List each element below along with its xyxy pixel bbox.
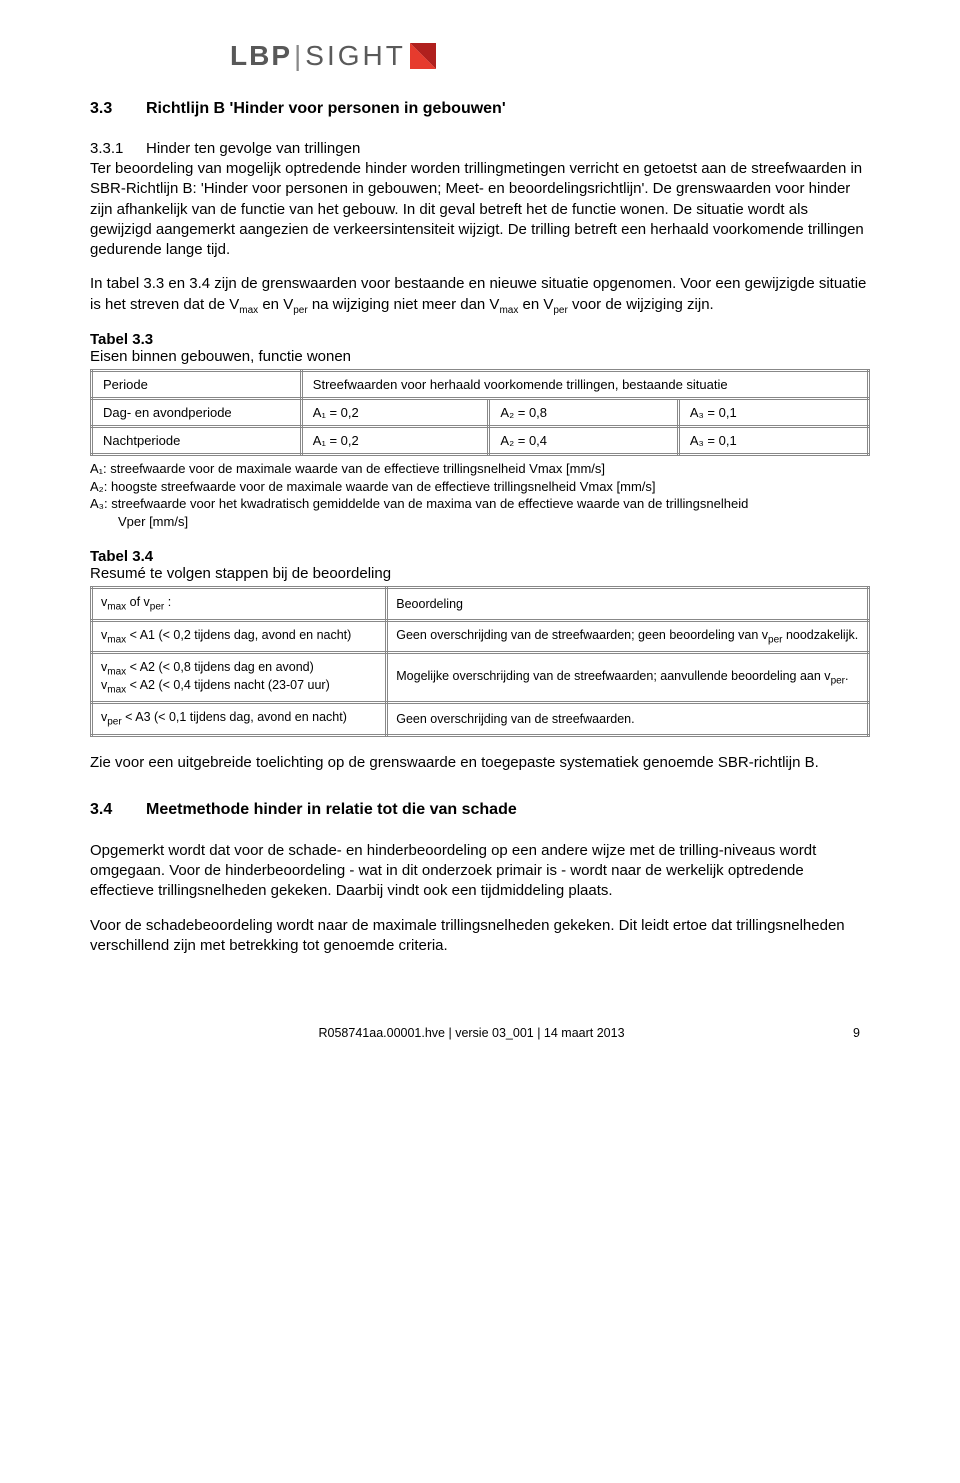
cell-text: Geen overschrijding van de streefwaarden…	[396, 712, 634, 726]
footnote-a1: A₁: streefwaarde voor de maximale waarde…	[90, 460, 870, 478]
subsection-title: Hinder ten gevolge van trillingen	[146, 140, 360, 157]
paragraph-2: In tabel 3.3 en 3.4 zijn de grenswaarden…	[90, 274, 870, 317]
table-3-3-caption: Eisen binnen gebouwen, functie wonen	[90, 348, 870, 365]
table-3-3-footnotes: A₁: streefwaarde voor de maximale waarde…	[90, 460, 870, 530]
table-cell: A₃ = 0,1	[678, 427, 868, 455]
logo-text-sight: SIGHT	[305, 40, 406, 72]
subsection-number: 3.3.1	[90, 140, 146, 157]
table-cell: Geen overschrijding van de streefwaarden…	[387, 620, 869, 653]
table-row: Nachtperiode A₁ = 0,2 A₂ = 0,4 A₃ = 0,1	[92, 427, 869, 455]
section-heading-3-4: 3.4 Meetmethode hinder in relatie tot di…	[90, 801, 870, 819]
table-row: vmax of vper : Beoordeling	[92, 588, 869, 621]
section-number: 3.4	[90, 801, 146, 819]
logo-separator: |	[294, 40, 301, 72]
footnote-a3: A₃: streefwaarde voor het kwadratisch ge…	[90, 495, 870, 513]
table-cell: Nachtperiode	[92, 427, 302, 455]
section-title: Richtlijn B 'Hinder voor personen in geb…	[146, 100, 506, 118]
table-header-period: Periode	[92, 371, 302, 399]
cell-text: < A2 (< 0,8 tijdens dag en avond)	[126, 660, 314, 674]
table-cell: vmax < A1 (< 0,2 tijdens dag, avond en n…	[92, 620, 387, 653]
table-3-4-caption: Resumé te volgen stappen bij de beoordel…	[90, 565, 870, 582]
page-number: 9	[853, 1026, 860, 1040]
sub-per: per	[107, 717, 121, 728]
table-header-left: vmax of vper :	[92, 588, 387, 621]
sub-max: max	[239, 305, 258, 316]
sub-per: per	[553, 305, 567, 316]
table-cell: A₁ = 0,2	[301, 399, 489, 427]
sub-max: max	[107, 634, 126, 645]
sub-per: per	[831, 675, 845, 686]
section-title: Meetmethode hinder in relatie tot die va…	[146, 801, 517, 819]
table-cell: vper < A3 (< 0,1 tijdens dag, avond en n…	[92, 703, 387, 736]
table-cell: A₂ = 0,4	[489, 427, 678, 455]
sub-max: max	[107, 602, 126, 613]
cell-text: Geen overschrijding van de streefwaarden…	[396, 628, 768, 642]
cell-text: < A1 (< 0,2 tijdens dag, avond en nacht)	[126, 628, 351, 642]
table-header-right: Beoordeling	[387, 588, 869, 621]
footer-reference: R058741aa.00001.hve | versie 03_001 | 14…	[319, 1026, 625, 1040]
cell-text: Mogelijke overschrijding van de streefwa…	[396, 669, 830, 683]
logo: LBP | SIGHT	[230, 40, 870, 72]
sub-max: max	[107, 684, 126, 695]
cell-text: < A2 (< 0,4 tijdens nacht (23-07 uur)	[126, 678, 330, 692]
section-number: 3.3	[90, 100, 146, 118]
table-3-3: Periode Streefwaarden voor herhaald voor…	[90, 369, 870, 456]
subsection-heading-3-3-1: 3.3.1 Hinder ten gevolge van trillingen	[90, 140, 870, 157]
para2-e: voor de wijziging zijn.	[568, 296, 714, 313]
para2-c: na wijziging niet meer dan V	[308, 296, 500, 313]
document-page: LBP | SIGHT 3.3 Richtlijn B 'Hinder voor…	[0, 0, 960, 1070]
sub-per: per	[150, 602, 164, 613]
para2-d: en V	[518, 296, 553, 313]
logo-icon	[410, 43, 436, 69]
table-3-3-label: Tabel 3.3	[90, 331, 870, 348]
table-3-4: vmax of vper : Beoordeling vmax < A1 (< …	[90, 586, 870, 737]
footnote-a2: A₂: hoogste streefwaarde voor de maximal…	[90, 478, 870, 496]
cell-text: < A3 (< 0,1 tijdens dag, avond en nacht)	[122, 710, 347, 724]
section-heading-3-3: 3.3 Richtlijn B 'Hinder voor personen in…	[90, 100, 870, 118]
footnote-a3-line2: Vper [mm/s]	[90, 513, 870, 531]
paragraph-5: Voor de schadebeoordeling wordt naar de …	[90, 916, 870, 957]
sub-per: per	[293, 305, 307, 316]
sub-max: max	[499, 305, 518, 316]
table-header-streefwaarden: Streefwaarden voor herhaald voorkomende …	[301, 371, 868, 399]
table-cell: A₁ = 0,2	[301, 427, 489, 455]
logo-text-lbp: LBP	[230, 40, 292, 72]
table-3-4-label: Tabel 3.4	[90, 548, 870, 565]
paragraph-4: Opgemerkt wordt dat voor de schade- en h…	[90, 841, 870, 902]
th-text: :	[164, 595, 171, 609]
table-row: Periode Streefwaarden voor herhaald voor…	[92, 371, 869, 399]
paragraph-3: Zie voor een uitgebreide toelichting op …	[90, 753, 870, 773]
sub-max: max	[107, 667, 126, 678]
table-row: vper < A3 (< 0,1 tijdens dag, avond en n…	[92, 703, 869, 736]
table-row: vmax < A1 (< 0,2 tijdens dag, avond en n…	[92, 620, 869, 653]
table-cell: A₃ = 0,1	[678, 399, 868, 427]
page-footer: R058741aa.00001.hve | versie 03_001 | 14…	[90, 1026, 870, 1040]
cell-text: noodzakelijk.	[782, 628, 858, 642]
table-cell: Geen overschrijding van de streefwaarden…	[387, 703, 869, 736]
cell-text: .	[845, 669, 848, 683]
table-cell: A₂ = 0,8	[489, 399, 678, 427]
table-cell: Dag- en avondperiode	[92, 399, 302, 427]
table-row: Dag- en avondperiode A₁ = 0,2 A₂ = 0,8 A…	[92, 399, 869, 427]
para2-b: en V	[258, 296, 293, 313]
table-cell: vmax < A2 (< 0,8 tijdens dag en avond) v…	[92, 653, 387, 703]
paragraph-1: Ter beoordeling van mogelijk optredende …	[90, 159, 870, 260]
table-row: vmax < A2 (< 0,8 tijdens dag en avond) v…	[92, 653, 869, 703]
th-text: of v	[126, 595, 150, 609]
sub-per: per	[768, 634, 782, 645]
table-cell: Mogelijke overschrijding van de streefwa…	[387, 653, 869, 703]
